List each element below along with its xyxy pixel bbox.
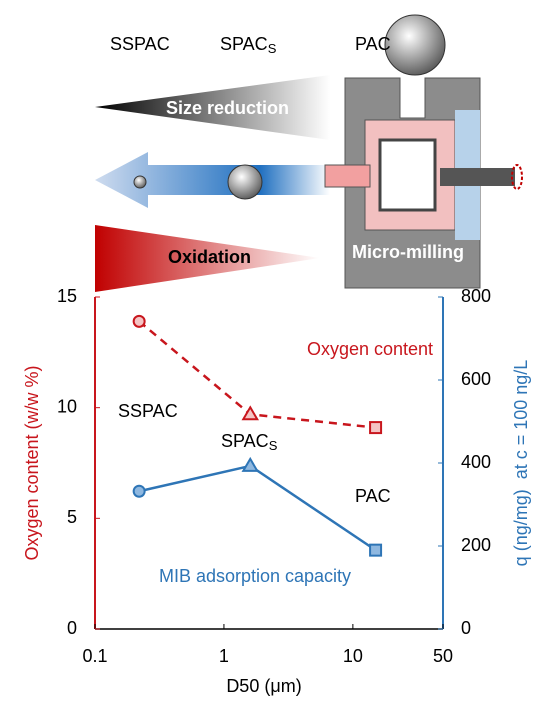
label-subscript: S xyxy=(269,438,278,453)
label-text: SPAC xyxy=(220,34,268,54)
particle-label: SPACS xyxy=(220,34,277,57)
illustration: SSPAC SPACS PAC Size reduction Oxidation… xyxy=(95,14,523,292)
label-text: SPAC xyxy=(221,431,269,451)
chart: 0.1 1 10 50 0 5 10 15 0 200 400 600 800 D50 (μm) Oxyge… xyxy=(22,286,531,696)
y2-tick-label: 800 xyxy=(461,286,491,306)
x-tick-label: 0.1 xyxy=(82,646,107,666)
y2-axis-label: q (ng/mg) at c = 100 ng/L xyxy=(511,360,531,567)
marker xyxy=(132,314,146,328)
series-line xyxy=(138,464,377,552)
x-axis-label: D50 (μm) xyxy=(226,676,301,696)
marker xyxy=(241,405,259,421)
y-axis-label: Oxygen content (w/w %) xyxy=(22,365,42,560)
blue-arrow xyxy=(95,152,330,208)
y-tick-label: 5 xyxy=(67,507,77,527)
marker xyxy=(369,421,383,435)
y-tick-label: 15 xyxy=(57,286,77,306)
large-particle xyxy=(384,14,446,76)
x-tick-label: 50 xyxy=(433,646,453,666)
y2-tick-label: 400 xyxy=(461,452,491,472)
marker xyxy=(369,543,383,557)
point-label: SSPAC xyxy=(118,401,178,421)
device-label: Micro-milling xyxy=(352,242,464,262)
point-label: PAC xyxy=(355,486,391,506)
particle-label: SSPAC xyxy=(110,34,170,54)
marker xyxy=(241,456,259,472)
small-particle xyxy=(133,175,147,189)
arrow-label: Size reduction xyxy=(166,98,289,118)
label-subscript: S xyxy=(268,41,277,56)
y-tick-label: 10 xyxy=(57,396,77,416)
x-tick-label: 10 xyxy=(343,646,363,666)
point-label: SPACS xyxy=(221,431,278,454)
x-tick-label: 1 xyxy=(219,646,229,666)
size-wedge xyxy=(95,75,330,140)
series-annotation: MIB adsorption capacity xyxy=(159,566,351,586)
y2-tick-label: 200 xyxy=(461,535,491,555)
mid-particle xyxy=(227,164,263,200)
marker xyxy=(132,484,146,498)
y2-tick-label: 0 xyxy=(461,618,471,638)
mill xyxy=(324,77,523,289)
particle-label: PAC xyxy=(355,34,391,54)
arrow-label: Oxidation xyxy=(168,247,251,267)
oxidation-wedge xyxy=(95,225,320,292)
series-annotation: Oxygen content xyxy=(307,339,433,359)
y2-tick-label: 600 xyxy=(461,369,491,389)
y-tick-label: 0 xyxy=(67,618,77,638)
